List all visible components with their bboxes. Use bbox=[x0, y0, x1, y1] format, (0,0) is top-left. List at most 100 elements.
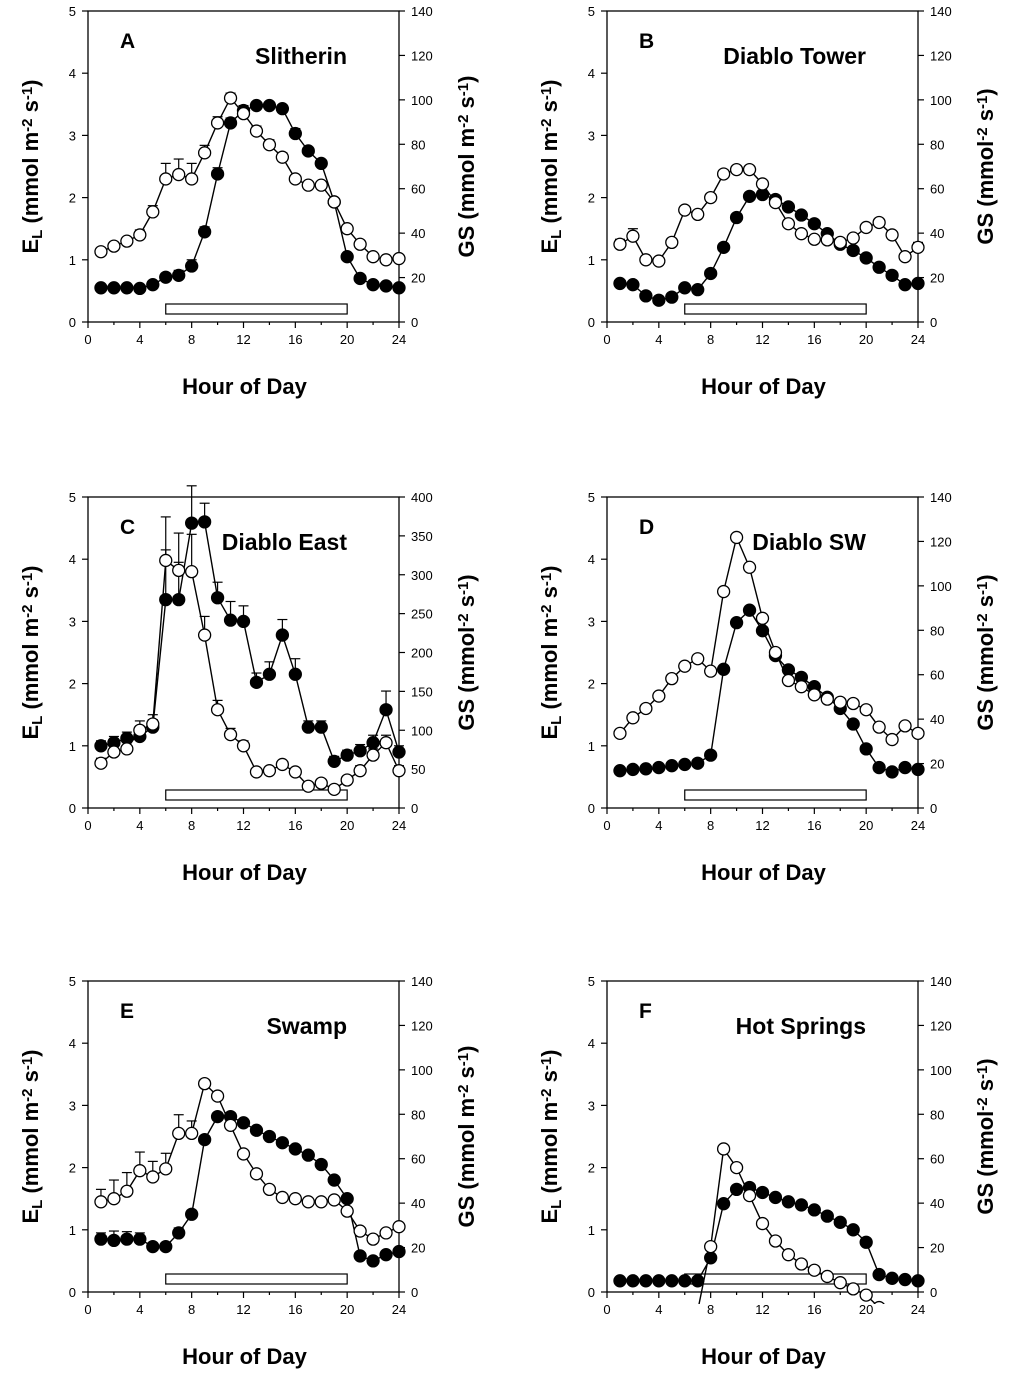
x-tick-label: 12 bbox=[236, 1302, 250, 1317]
y2-tick-label: 40 bbox=[411, 226, 425, 241]
data-point-open bbox=[768, 645, 783, 660]
series-line-open bbox=[698, 1147, 877, 1304]
y2-tick-label: 200 bbox=[411, 646, 433, 661]
data-point-filled bbox=[678, 1274, 692, 1288]
data-point-open bbox=[133, 1164, 147, 1178]
data-point-open bbox=[210, 1089, 225, 1103]
data-point-open bbox=[249, 124, 264, 138]
data-point-filled bbox=[794, 1198, 809, 1212]
data-point-filled bbox=[652, 293, 666, 307]
data-point-open bbox=[704, 1239, 718, 1254]
y2-tick-label: 20 bbox=[411, 1241, 425, 1256]
data-point-open bbox=[640, 1316, 652, 1328]
data-point-filled bbox=[898, 760, 912, 775]
series-group bbox=[613, 530, 925, 779]
series-line-filled bbox=[619, 193, 919, 301]
y2-tick-label: 40 bbox=[411, 1196, 425, 1211]
y2-tick-label: 20 bbox=[930, 1241, 944, 1256]
x-tick-label: 24 bbox=[911, 818, 925, 833]
data-point-open bbox=[159, 553, 173, 568]
data-point-open bbox=[794, 680, 809, 694]
panel-letter: A bbox=[120, 30, 135, 53]
y2-tick-label: 20 bbox=[930, 757, 944, 772]
data-point-open bbox=[366, 748, 380, 762]
y-axis-title: EL (mmol m-2 s-1) bbox=[18, 1049, 46, 1223]
x-tick-label: 16 bbox=[288, 332, 302, 347]
data-point-filled bbox=[872, 760, 886, 775]
panel-title: Slitherin bbox=[255, 43, 347, 69]
x-tick-label: 0 bbox=[603, 332, 610, 347]
data-point-open bbox=[172, 563, 186, 578]
data-point-open bbox=[911, 726, 925, 741]
x-tick-label: 8 bbox=[707, 332, 714, 347]
data-point-open bbox=[859, 703, 873, 717]
data-point-filled bbox=[704, 748, 718, 762]
y-tick-label: 5 bbox=[69, 974, 76, 989]
y2-tick-label: 100 bbox=[411, 93, 433, 108]
x-tick-label: 20 bbox=[859, 1302, 873, 1317]
x-tick-label: 24 bbox=[392, 1302, 406, 1317]
data-point-filled bbox=[159, 1239, 173, 1254]
x-tick-label: 16 bbox=[807, 818, 821, 833]
data-point-filled bbox=[872, 260, 886, 274]
data-point-filled bbox=[133, 1232, 147, 1246]
data-point-filled bbox=[392, 745, 406, 759]
x-tick-label: 20 bbox=[340, 332, 354, 347]
data-point-filled bbox=[172, 592, 186, 607]
data-point-filled bbox=[639, 1274, 653, 1288]
data-point-open bbox=[678, 659, 692, 673]
data-point-open bbox=[729, 530, 744, 545]
data-point-filled bbox=[755, 624, 770, 638]
data-point-filled bbox=[172, 1226, 186, 1240]
data-point-open bbox=[820, 1269, 834, 1284]
panel-title: Diablo SW bbox=[752, 529, 866, 555]
data-point-open bbox=[898, 250, 912, 264]
y2-tick-label: 0 bbox=[411, 801, 418, 816]
data-point-filled bbox=[704, 266, 718, 281]
x-tick-label: 0 bbox=[84, 332, 91, 347]
data-point-filled bbox=[366, 736, 380, 750]
x-axis-title: Hour of Day bbox=[182, 1344, 307, 1369]
data-point-open bbox=[872, 215, 886, 230]
panel-c: 0 4 8 12 16 20 2401234505010015020025030035040… bbox=[18, 485, 479, 885]
data-point-open bbox=[107, 745, 121, 759]
y-tick-label: 1 bbox=[588, 1223, 595, 1238]
data-point-open bbox=[742, 1188, 757, 1203]
y-tick-label: 2 bbox=[69, 191, 76, 206]
series-line-filled bbox=[620, 1186, 919, 1282]
data-point-filled bbox=[262, 98, 277, 113]
data-point-open bbox=[107, 239, 121, 253]
data-point-open bbox=[120, 742, 134, 756]
data-point-open bbox=[197, 146, 212, 160]
y-tick-label: 4 bbox=[69, 66, 76, 81]
data-point-open bbox=[301, 178, 315, 192]
data-point-filled bbox=[262, 667, 277, 681]
data-point-open bbox=[716, 584, 731, 599]
series-line-open bbox=[100, 559, 400, 791]
y2-tick-label: 20 bbox=[930, 271, 944, 286]
data-point-filled bbox=[159, 592, 173, 607]
data-point-open bbox=[185, 1126, 199, 1141]
data-point-filled bbox=[275, 102, 290, 116]
data-point-open bbox=[833, 235, 847, 250]
data-point-open bbox=[392, 251, 406, 266]
x-tick-label: 20 bbox=[859, 332, 873, 347]
y-tick-label: 4 bbox=[69, 552, 76, 567]
data-point-open bbox=[704, 664, 718, 678]
data-point-filled bbox=[729, 210, 744, 225]
x-tick-label: 8 bbox=[707, 1302, 714, 1317]
y-tick-label: 3 bbox=[69, 1098, 76, 1113]
data-point-filled bbox=[275, 628, 290, 642]
data-point-filled bbox=[379, 1248, 393, 1262]
data-point-filled bbox=[613, 276, 627, 291]
data-point-open bbox=[340, 1204, 354, 1218]
plot-frame bbox=[87, 10, 400, 323]
data-point-open bbox=[120, 1184, 134, 1198]
data-point-filled bbox=[327, 1173, 341, 1187]
data-point-filled bbox=[742, 603, 757, 617]
data-point-open bbox=[820, 233, 834, 247]
y2-tick-label: 120 bbox=[411, 1018, 433, 1033]
series-line-open bbox=[619, 535, 919, 741]
data-point-open bbox=[236, 1147, 251, 1161]
